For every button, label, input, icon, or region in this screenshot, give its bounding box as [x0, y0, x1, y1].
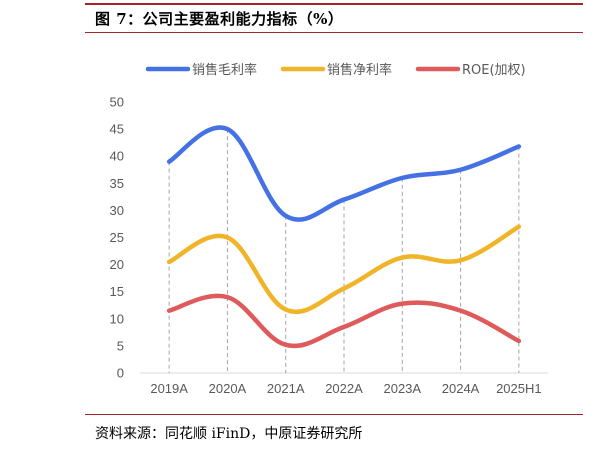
- y-tick-label: 20: [110, 257, 124, 272]
- series-line-2: [166, 224, 522, 314]
- bottom-rule: [85, 414, 583, 415]
- x-tick-label: 2024A: [442, 381, 480, 396]
- y-tick-label: 0: [117, 366, 124, 381]
- series-line-3: [166, 293, 522, 349]
- legend-label: ROE(加权): [462, 62, 526, 78]
- source-note: 资料来源：同花顺 iFinD，中原证券研究所: [95, 426, 363, 442]
- legend-label: 销售毛利率: [192, 62, 257, 78]
- y-tick-label: 15: [110, 284, 124, 299]
- x-axis: 2019A 2020A 2021A 2022A 2023A 2024A 2025H1: [140, 372, 548, 396]
- x-tick-label: 2025H1: [496, 381, 542, 396]
- y-tick-label: 10: [110, 311, 124, 326]
- y-tick-label: 25: [110, 230, 124, 245]
- title-rule: [85, 32, 583, 33]
- series-line-1: [166, 125, 522, 222]
- x-tick-label: 2019A: [150, 381, 188, 396]
- y-tick-label: 45: [110, 122, 124, 137]
- y-tick-label: 40: [110, 149, 124, 164]
- x-tick-label: 2023A: [383, 381, 421, 396]
- legend: 销售毛利率 销售净利率 ROE(加权): [145, 62, 526, 78]
- y-axis: 0 5 10 15 20 25 30 35 40 45 50: [110, 95, 124, 381]
- y-tick-label: 50: [110, 95, 124, 110]
- x-tick-label: 2021A: [267, 381, 305, 396]
- series-lines: [166, 125, 522, 349]
- x-tick-label: 2022A: [325, 381, 363, 396]
- x-tick-label: 2020A: [209, 381, 247, 396]
- figure-title: 图 7：公司主要盈利能力指标（%）: [95, 10, 344, 28]
- y-tick-label: 5: [117, 338, 124, 353]
- legend-label: 销售净利率: [327, 62, 392, 78]
- y-tick-label: 35: [110, 176, 124, 191]
- y-tick-label: 30: [110, 203, 124, 218]
- top-rule: [85, 3, 583, 5]
